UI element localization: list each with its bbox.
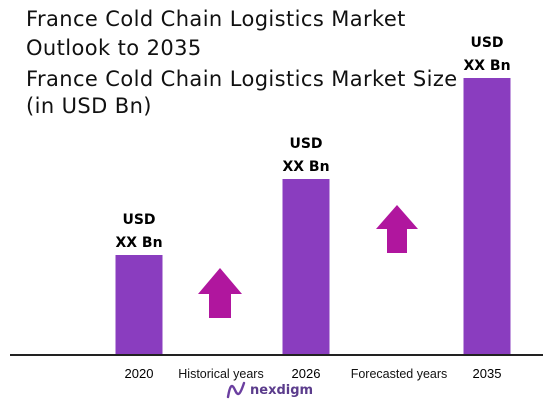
data-label-2035-line2: XX Bn xyxy=(463,58,510,74)
bar-2020 xyxy=(115,255,163,355)
data-label-2020-line2: XX Bn xyxy=(115,235,162,251)
data-label-2026-line2: XX Bn xyxy=(282,159,329,175)
chart-title: France Cold Chain Logistics Market Outlo… xyxy=(26,7,406,60)
data-label-2035-line1: USD xyxy=(470,35,503,51)
brand-logo: nexdigm xyxy=(226,381,313,399)
x-tick-label-2035: 2035 xyxy=(473,366,502,381)
brand-mark-icon xyxy=(226,381,246,399)
x-tick-label-2020: 2020 xyxy=(125,366,154,381)
up-arrow-icon-forecast xyxy=(376,205,418,253)
brand-name: nexdigm xyxy=(250,382,314,398)
chart-subtitle: France Cold Chain Logistics Market Size … xyxy=(26,67,458,118)
data-label-2020-line1: USD xyxy=(122,212,155,228)
bar-2035 xyxy=(463,78,511,355)
data-label-2026-line1: USD xyxy=(289,136,322,152)
period-label-historical: Historical years xyxy=(178,367,263,381)
bar-2026 xyxy=(282,179,330,355)
x-tick-label-2026: 2026 xyxy=(292,366,321,381)
up-arrow-icon-historical xyxy=(198,268,242,318)
period-label-forecast: Forecasted years xyxy=(351,367,448,381)
